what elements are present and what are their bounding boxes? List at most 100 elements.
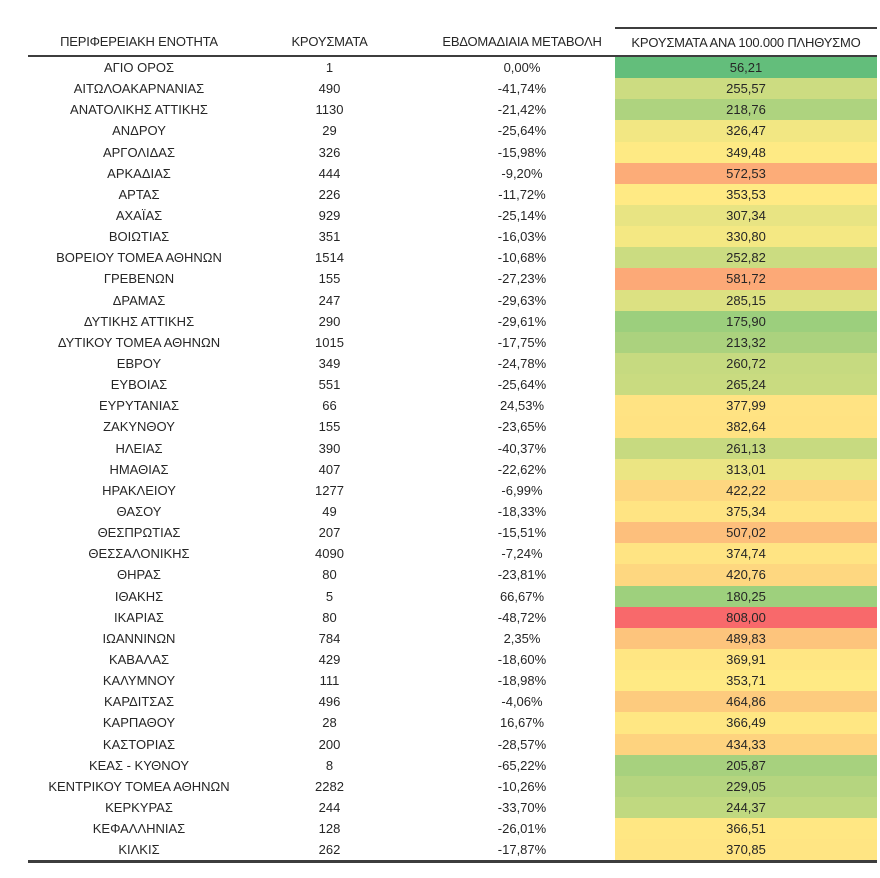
weekly-change-cell: -16,03%: [497, 229, 547, 245]
region-cell: ΑΝΑΤΟΛΙΚΗΣ ΑΤΤΙΚΗΣ: [70, 102, 208, 118]
cases-cell: 551: [318, 377, 341, 393]
region-cell: ΚΑΡΠΑΘΟΥ: [102, 715, 176, 731]
weekly-change-cell: -24,78%: [497, 356, 547, 372]
weekly-change-cell: -11,72%: [498, 186, 546, 202]
region-cell: ΑΓΙΟ ΟΡΟΣ: [103, 60, 175, 76]
per-100k-cell: 422,22: [615, 479, 877, 501]
cases-cell: 262: [250, 839, 395, 864]
region-cell: ΓΡΕΒΕΝΩΝ: [103, 271, 175, 287]
weekly-change-cell: -18,98%: [497, 673, 547, 689]
weekly-change-cell: -23,81%: [497, 567, 547, 583]
table-row: ΚΑΛΥΜΝΟΥ 111 -18,98% 353,71: [28, 670, 877, 692]
table-row: ΚΕΝΤΡΙΚΟΥ ΤΟΜΕΑ ΑΘΗΝΩΝ 2282 -10,26% 229,05: [28, 775, 877, 797]
region-cell: ΙΩΑΝΝΙΝΩΝ: [102, 630, 176, 646]
weekly-change-cell: -18,60%: [497, 652, 547, 667]
table-row: ΒΟΙΩΤΙΑΣ 351 -16,03% 330,80: [28, 226, 877, 248]
region-cell: ΔΡΑΜΑΣ: [112, 292, 166, 308]
cases-cell: 4090: [315, 546, 344, 562]
per-100k-cell: 307,34: [615, 204, 877, 227]
per-100k-cell: 581,72: [615, 268, 877, 290]
region-cell: ΑΝΔΡΟΥ: [112, 123, 166, 139]
region-cell: ΗΡΑΚΛΕΙΟΥ: [102, 482, 176, 498]
weekly-change-cell: -17,75%: [497, 334, 547, 350]
per-100k-cell: 366,51: [615, 818, 877, 840]
table-row: ΙΚΑΡΙΑΣ 80 -48,72% 808,00: [28, 606, 877, 628]
region-cell: ΑΡΓΟΛΙΔΑΣ: [102, 144, 176, 160]
weekly-change-cell: -10,68%: [497, 250, 547, 266]
per-100k-cell: 374,74: [615, 543, 877, 565]
table-row: ΑΡΓΟΛΙΔΑΣ 326 -15,98% 349,48: [28, 141, 877, 163]
region-cell: ΑΡΤΑΣ: [118, 186, 160, 202]
header-row: ΠΕΡΙΦΕΡΕΙΑΚΗ ΕΝΟΤΗΤΑ ΚΡΟΥΣΜΑΤΑ ΕΒΔΟΜΑΔΙΑ…: [28, 27, 877, 57]
per-100k-cell: 265,24: [615, 374, 877, 396]
cases-cell: 1514: [315, 250, 344, 266]
cases-cell: 1277: [315, 482, 344, 498]
table-row: ΑΡΤΑΣ 226 -11,72% 353,53: [28, 183, 877, 205]
table-row: ΗΜΑΘΙΑΣ 407 -22,62% 313,01: [28, 458, 877, 480]
weekly-change-cell: -28,57%: [497, 736, 547, 752]
table-row: ΑΝΑΤΟΛΙΚΗΣ ΑΤΤΙΚΗΣ 1130 -21,42% 218,76: [28, 99, 877, 121]
region-cell: ΔΥΤΙΚΗΣ ΑΤΤΙΚΗΣ: [83, 313, 195, 329]
table-row: ΘΗΡΑΣ 80 -23,81% 420,76: [28, 564, 877, 586]
per-100k-cell: 370,85: [615, 839, 877, 864]
weekly-change-cell: -29,61%: [497, 313, 547, 329]
column-header-cases: ΚΡΟΥΣΜΑΤΑ: [250, 28, 395, 57]
region-cell: ΕΥΡΥΤΑΝΙΑΣ: [98, 398, 180, 414]
covid-regions-table: ΠΕΡΙΦΕΡΕΙΑΚΗ ΕΝΟΤΗΤΑ ΚΡΟΥΣΜΑΤΑ ΕΒΔΟΜΑΔΙΑ…: [28, 27, 877, 864]
region-cell: ΚΙΛΚΙΣ: [28, 839, 250, 864]
per-100k-cell: 330,80: [615, 226, 877, 248]
cases-cell: 28: [322, 715, 337, 731]
region-cell: ΕΥΒΟΙΑΣ: [110, 377, 168, 393]
per-100k-cell: 369,91: [615, 648, 877, 671]
weekly-change-cell: -6,99%: [501, 482, 543, 498]
region-cell: ΙΘΑΚΗΣ: [114, 588, 164, 604]
cases-cell: 80: [322, 609, 337, 625]
region-cell: ΑΙΤΩΛΟΑΚΑΡΝΑΝΙΑΣ: [73, 81, 205, 97]
per-100k-cell: 218,76: [615, 99, 877, 121]
per-100k-cell: 175,90: [615, 310, 877, 332]
region-cell: ΚΑΛΥΜΝΟΥ: [102, 673, 176, 689]
per-100k-cell: 255,57: [615, 78, 877, 100]
table-row: ΔΥΤΙΚΗΣ ΑΤΤΙΚΗΣ 290 -29,61% 175,90: [28, 310, 877, 332]
weekly-change-cell: 66,67%: [499, 588, 545, 604]
table-row: ΕΥΡΥΤΑΝΙΑΣ 66 24,53% 377,99: [28, 395, 877, 417]
cases-cell: 290: [318, 313, 341, 329]
table-row: ΚΑΣΤΟΡΙΑΣ 200 -28,57% 434,33: [28, 733, 877, 755]
per-100k-cell: 205,87: [615, 754, 877, 776]
table-row: ΔΡΑΜΑΣ 247 -29,63% 285,15: [28, 289, 877, 311]
cases-cell: 5: [325, 588, 334, 604]
cases-cell: 1: [325, 60, 334, 76]
cases-cell: 490: [318, 81, 341, 97]
region-cell: ΔΥΤΙΚΟΥ ΤΟΜΕΑ ΑΘΗΝΩΝ: [57, 334, 221, 350]
column-header-region: ΠΕΡΙΦΕΡΕΙΑΚΗ ΕΝΟΤΗΤΑ: [28, 28, 250, 57]
region-cell: ΘΕΣΠΡΩΤΙΑΣ: [97, 525, 181, 541]
per-100k-cell: 377,99: [615, 395, 877, 417]
per-100k-cell: 353,71: [615, 670, 877, 692]
weekly-change-cell: -23,65%: [497, 419, 547, 435]
cases-cell: 200: [318, 736, 341, 752]
region-cell: ΒΟΡΕΙΟΥ ΤΟΜΕΑ ΑΘΗΝΩΝ: [56, 250, 222, 266]
weekly-change-cell: -33,70%: [497, 799, 547, 815]
region-cell: ΑΡΚΑΔΙΑΣ: [107, 165, 171, 181]
cases-cell: 351: [318, 229, 341, 245]
cases-cell: 49: [322, 504, 337, 520]
cases-cell: 1130: [315, 102, 344, 118]
cases-cell: 390: [318, 440, 341, 456]
cases-cell: 8: [325, 757, 334, 773]
column-header-per-100k: ΚΡΟΥΣΜΑΤΑ ΑΝΑ 100.000 ΠΛΗΘΥΣΜΟ: [615, 27, 877, 57]
weekly-change-cell: -4,06%: [501, 694, 543, 710]
weekly-change-cell: 2,35%: [503, 630, 541, 646]
cases-cell: 66: [322, 398, 337, 414]
table-row: ΚΕΑΣ - ΚΥΘΝΟΥ 8 -65,22% 205,87: [28, 754, 877, 776]
weekly-change-cell: -15,98%: [497, 144, 547, 160]
cases-cell: 128: [318, 821, 341, 837]
table-row: ΚΑΡΔΙΤΣΑΣ 496 -4,06% 464,86: [28, 691, 877, 713]
region-cell: ΖΑΚΥΝΘΟΥ: [103, 419, 175, 435]
cases-cell: 80: [322, 567, 337, 583]
cases-cell: 1015: [315, 334, 344, 350]
cases-cell: 155: [318, 419, 341, 435]
weekly-change-cell: -40,37%: [497, 440, 547, 456]
cases-cell: 326: [318, 144, 341, 160]
region-cell: ΚΑΒΑΛΑΣ: [108, 652, 170, 667]
